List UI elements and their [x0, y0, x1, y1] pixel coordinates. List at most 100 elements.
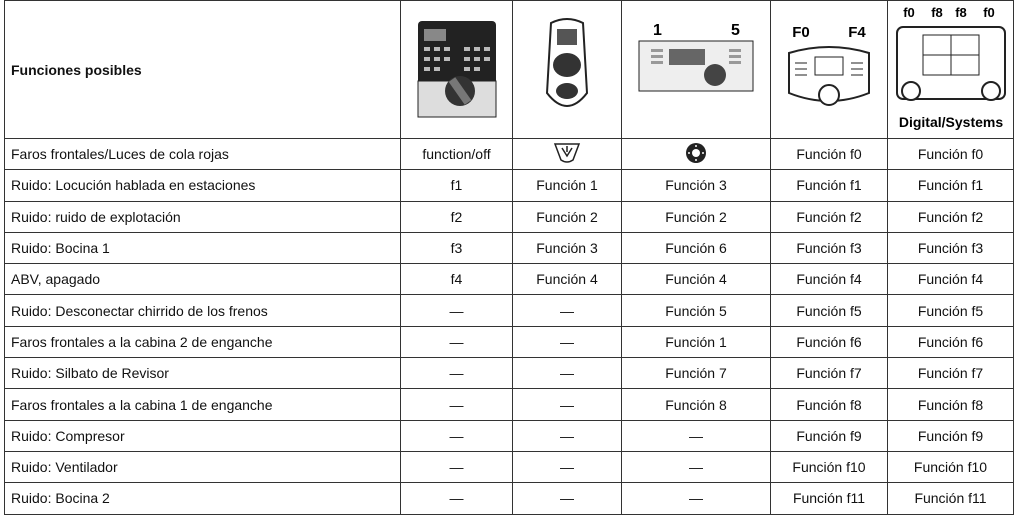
function-name: Ruido: Bocina 2: [4, 482, 401, 515]
function-cell: —: [512, 294, 622, 327]
function-cell: Función f3: [770, 231, 888, 265]
digital-systems-image: f0 f8 f8 f0 Digital/Systems: [887, 0, 1014, 139]
function-cell: —: [400, 419, 513, 452]
table-row: Faros frontales/Luces de cola rojas funct…: [4, 137, 1014, 171]
function-cell: Función f2: [770, 200, 888, 233]
function-cell: Función 3: [512, 231, 622, 265]
central-station-image: [400, 0, 513, 139]
function-name: Ruido: Ventilador: [4, 450, 401, 484]
function-cell: Función 4: [621, 263, 771, 296]
function-cell: Función f2: [887, 200, 1014, 233]
function-cell: —: [400, 482, 513, 515]
function-cell: —: [400, 388, 513, 421]
function-cell: Función f6: [887, 325, 1014, 359]
device-icon: F0 F4: [788, 24, 870, 106]
function-cell: —: [621, 419, 771, 452]
function-cell: Función f0: [770, 137, 888, 171]
function-cell: —: [512, 388, 622, 421]
function-cell: Función f1: [887, 169, 1014, 202]
function-cell: Función 3: [621, 169, 771, 202]
function-cell: Función f10: [770, 450, 888, 484]
device-label: f8: [955, 5, 967, 20]
function-cell: Función 4: [512, 263, 622, 296]
function-cell: Función f9: [770, 419, 888, 452]
device-icon: [417, 21, 496, 118]
device-label: 1: [653, 22, 662, 39]
functions-table: Funciones posibles 1 5 F0 F4 f0 f8 f8 f0…: [4, 0, 1014, 515]
header-title: Funciones posibles: [4, 0, 401, 139]
table-row: ABV, apagado f4 Función 4 Función 4 Función …: [4, 263, 1014, 296]
table-row: Ruido: Silbato de Revisor — — Función 7 Func…: [4, 357, 1014, 390]
function-cell: —: [512, 325, 622, 359]
light-icon: [686, 142, 706, 163]
device-icon: [545, 18, 589, 107]
table-row: Ruido: Bocina 2— — — Función f11 Función f11: [4, 482, 1014, 515]
function-cell: Función f11: [887, 482, 1014, 515]
function-cell: Función 5: [621, 294, 771, 327]
function-cell: Función 6: [621, 231, 771, 265]
function-name: Ruido: Desconectar chirrido de los freno…: [4, 294, 401, 327]
function-cell: f4: [400, 263, 513, 296]
device-label: F0: [792, 24, 810, 41]
light-icon: [553, 142, 581, 163]
table-row: Ruido: Compresor — — — Función f9 Función f9: [4, 419, 1014, 452]
function-cell: —: [512, 482, 622, 515]
function-cell: Función f5: [887, 294, 1014, 327]
function-cell: f2: [400, 200, 513, 233]
function-cell: Función f1: [770, 169, 888, 202]
function-cell: —: [621, 450, 771, 484]
function-cell: Función f10: [887, 450, 1014, 484]
function-cell: —: [512, 357, 622, 390]
function-cell: Función 8: [621, 388, 771, 421]
function-cell: Función 2: [621, 200, 771, 233]
function-cell: —: [512, 419, 622, 452]
function-cell: Función 1: [621, 325, 771, 359]
function-cell: Función f3: [887, 231, 1014, 265]
handheld-image: [512, 0, 622, 139]
table-row: Faros frontales a la cabina 1 de enganch…: [4, 388, 1014, 421]
function-cell: Función f6: [770, 325, 888, 359]
function-cell: Función f0: [887, 137, 1014, 171]
control-unit-image: 1 5: [621, 0, 771, 139]
table-row: Ruido: Locución hablada en estaciones f1 F…: [4, 169, 1014, 202]
device-label: Digital/Systems: [898, 114, 1002, 130]
function-cell: Función f7: [770, 357, 888, 390]
function-name: Ruido: Silbato de Revisor: [4, 357, 401, 390]
function-cell: —: [621, 482, 771, 515]
function-cell: f3: [400, 231, 513, 265]
table-row: Ruido: Bocina 1 f3 Función 3 Función 6 Funci…: [4, 231, 1014, 265]
function-name: Ruido: Bocina 1: [4, 231, 401, 265]
table-row: Faros frontales a la cabina 2 de enganch…: [4, 325, 1014, 359]
function-cell: function/off: [400, 137, 513, 171]
device-label: f0: [983, 5, 995, 20]
function-cell: —: [400, 357, 513, 390]
device-label: f0: [903, 5, 915, 20]
function-cell: Función f7: [887, 357, 1014, 390]
function-cell: Función f8: [770, 388, 888, 421]
function-name: Faros frontales/Luces de cola rojas: [4, 137, 401, 171]
function-cell: Función f4: [887, 263, 1014, 296]
function-cell: —: [400, 294, 513, 327]
device-label: 5: [731, 22, 740, 39]
table-row: Ruido: ruido de explotación f2 Función 2 Fu…: [4, 200, 1014, 233]
function-name: ABV, apagado: [4, 263, 401, 296]
function-cell: Función 7: [621, 357, 771, 390]
function-cell: Función f11: [770, 482, 888, 515]
device-label: f8: [931, 5, 943, 20]
device-icon: f0 f8 f8 f0 Digital/Systems: [895, 5, 1006, 130]
function-name: Faros frontales a la cabina 1 de enganch…: [4, 388, 401, 421]
function-name: Faros frontales a la cabina 2 de enganch…: [4, 325, 401, 359]
function-name: Ruido: Locución hablada en estaciones: [4, 169, 401, 202]
function-cell: —: [512, 450, 622, 484]
header-row: Funciones posibles 1 5 F0 F4 f0 f8 f8 f0…: [4, 0, 1014, 139]
function-cell: f1: [400, 169, 513, 202]
table-row: Ruido: Desconectar chirrido de los freno…: [4, 294, 1014, 327]
function-cell: Función f4: [770, 263, 888, 296]
function-cell: Función f8: [887, 388, 1014, 421]
function-cell: Función f9: [887, 419, 1014, 452]
function-name: Ruido: Compresor: [4, 419, 401, 452]
function-cell: Función f5: [770, 294, 888, 327]
icon-cell: [512, 137, 622, 171]
device-icon: 1 5: [638, 22, 754, 92]
